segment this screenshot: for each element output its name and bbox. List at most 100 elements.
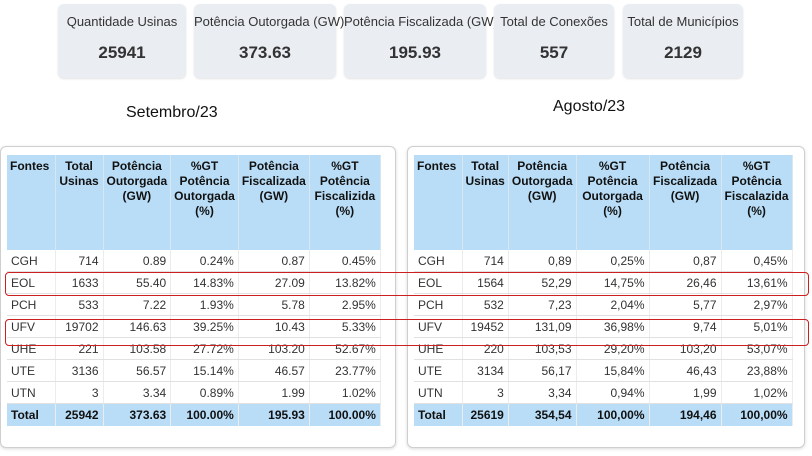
total-value: 100.00% [170, 403, 239, 426]
column-header: Potência Fiscalizada (GW) [238, 155, 310, 250]
value-cell: 39.25% [170, 315, 239, 338]
source-cell: PCH [7, 293, 56, 316]
table-row: PCH 532 7,23 2,04% 5,77 2,97% [414, 293, 793, 316]
value-cell: 7,23 [508, 293, 577, 316]
value-cell: 46,43 [649, 359, 722, 382]
value-cell: 533 [55, 293, 104, 316]
value-cell: 220 [462, 337, 509, 360]
total-label: Total [414, 403, 463, 426]
kpi-card-usinas: Quantidade Usinas 25941 [58, 4, 186, 78]
kpi-value: 373.63 [239, 43, 291, 62]
kpi-label: Total de Municípios [627, 14, 739, 29]
source-cell: UTE [7, 359, 56, 382]
kpi-card-potencia-fiscalizada: Potência Fiscalizada (GW) 195.93 [344, 4, 498, 78]
value-cell: 3136 [55, 359, 104, 382]
source-cell: EOL [7, 271, 56, 294]
value-cell: 14.83% [170, 271, 239, 294]
total-value: 195.93 [238, 403, 310, 426]
value-cell: 19702 [55, 315, 104, 338]
source-cell: UFV [7, 315, 56, 338]
value-cell: 7.22 [103, 293, 172, 316]
value-cell: 221 [55, 337, 104, 360]
table-row: UHE 220 103,53 29,20% 103,20 53,07% [414, 337, 793, 360]
total-value: 25942 [55, 403, 104, 426]
column-header: %GT Potência Fiscalazida (%) [721, 155, 793, 250]
total-value: 100.00% [309, 403, 381, 426]
value-cell: 2,97% [721, 293, 793, 316]
total-value: 25619 [462, 403, 509, 426]
kpi-label: Potência Outorgada (GW) [194, 14, 345, 29]
value-cell: 3,34 [508, 381, 577, 404]
value-cell: 5.33% [309, 315, 381, 338]
value-cell: 52.67% [309, 337, 381, 360]
value-cell: 532 [462, 293, 509, 316]
kpi-value: 25941 [98, 43, 146, 62]
table-row: UFV 19452 131,09 36,98% 9,74 5,01% [414, 315, 793, 338]
value-cell: 52,29 [508, 271, 577, 294]
source-cell: EOL [414, 271, 463, 294]
table-row: PCH 533 7.22 1.93% 5.78 2.95% [7, 293, 381, 316]
kpi-card-municipios: Total de Municípios 2129 [623, 4, 743, 78]
value-cell: 27.72% [170, 337, 239, 360]
value-cell: 2.95% [309, 293, 381, 316]
source-cell: PCH [414, 293, 463, 316]
value-cell: 53,07% [721, 337, 793, 360]
value-cell: 23.77% [309, 359, 381, 382]
value-cell: 0,87 [649, 250, 722, 272]
column-header: Total Usinas [462, 155, 509, 250]
value-cell: 0,45% [721, 250, 793, 272]
kpi-label: Total de Conexões [500, 14, 608, 29]
value-cell: 1633 [55, 271, 104, 294]
source-cell: CGH [414, 250, 463, 272]
total-value: 100,00% [576, 403, 650, 426]
table-header-row: Fontes Total Usinas Potência Outorgada (… [7, 155, 381, 250]
table-body: CGH 714 0.89 0.24% 0.87 0.45% EOL 1633 55.40 14.8… [7, 250, 381, 426]
column-header: Potência Outorgada (GW) [508, 155, 577, 250]
value-cell: 15,84% [576, 359, 650, 382]
value-cell: 56,17 [508, 359, 577, 382]
value-cell: 9,74 [649, 315, 722, 338]
source-cell: UHE [7, 337, 56, 360]
value-cell: 1.99 [238, 381, 310, 404]
value-cell: 131,09 [508, 315, 577, 338]
column-header: Fontes [414, 155, 463, 250]
table-header-row: Fontes Total Usinas Potência Outorgada (… [414, 155, 793, 250]
column-header: Fontes [7, 155, 56, 250]
value-cell: 15.14% [170, 359, 239, 382]
source-cell: UTE [414, 359, 463, 382]
kpi-card-potencia-outorgada: Potência Outorgada (GW) 373.63 [194, 4, 345, 78]
source-cell: CGH [7, 250, 56, 272]
table-row: UTN 3 3.34 0.89% 1.99 1.02% [7, 381, 381, 404]
source-cell: UFV [414, 315, 463, 338]
total-value: 100,00% [721, 403, 793, 426]
value-cell: 3.34 [103, 381, 172, 404]
data-table-setembro: Fontes Total Usinas Potência Outorgada (… [7, 155, 381, 426]
value-cell: 23,88% [721, 359, 793, 382]
kpi-label: Potência Fiscalizada (GW) [344, 14, 498, 29]
value-cell: 103,20 [649, 337, 722, 360]
value-cell: 0,89 [508, 250, 577, 272]
table-panel-setembro: Fontes Total Usinas Potência Outorgada (… [0, 146, 396, 448]
kpi-value: 2129 [664, 43, 702, 62]
kpi-label: Quantidade Usinas [66, 14, 178, 29]
value-cell: 714 [55, 250, 104, 272]
kpi-value: 195.93 [389, 43, 441, 62]
value-cell: 0.45% [309, 250, 381, 272]
value-cell: 146.63 [103, 315, 172, 338]
table-row: UTE 3134 56,17 15,84% 46,43 23,88% [414, 359, 793, 382]
column-header: Potência Fiscalizada (GW) [649, 155, 722, 250]
column-header: %GT Potência Fiscalizida (%) [309, 155, 381, 250]
value-cell: 1564 [462, 271, 509, 294]
total-row: Total 25619 354,54 100,00% 194,46 100,00% [414, 403, 793, 426]
value-cell: 5.78 [238, 293, 310, 316]
value-cell: 0.89 [103, 250, 172, 272]
value-cell: 26,46 [649, 271, 722, 294]
value-cell: 46.57 [238, 359, 310, 382]
value-cell: 2,04% [576, 293, 650, 316]
source-cell: UTN [7, 381, 56, 404]
value-cell: 3 [462, 381, 509, 404]
total-label: Total [7, 403, 56, 426]
total-value: 354,54 [508, 403, 577, 426]
value-cell: 13,61% [721, 271, 793, 294]
total-row: Total 25942 373.63 100.00% 195.93 100.00% [7, 403, 381, 426]
